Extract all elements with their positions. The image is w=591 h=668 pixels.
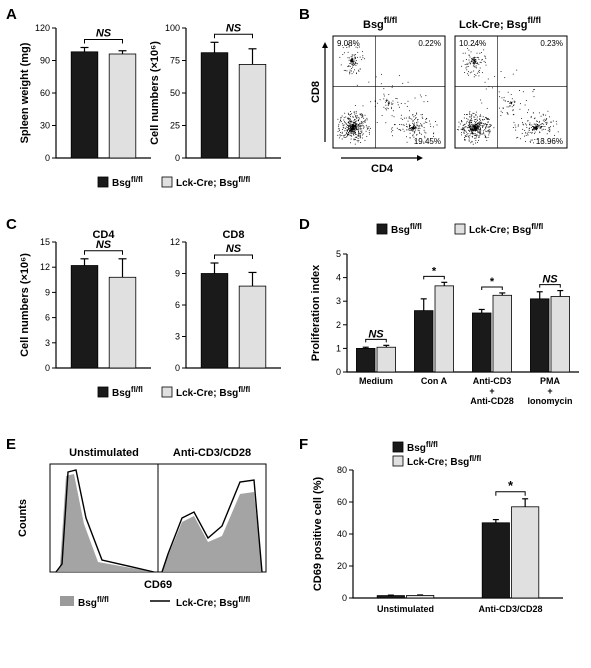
svg-text:Bsgfl/fl: Bsgfl/fl <box>112 385 143 400</box>
panel-B: B Bsgfl/fl Lck-Cre; Bsgfl/fl CD8 9.08% 0.22% 1… <box>301 8 591 208</box>
svg-text:Cell numbers (×10⁶): Cell numbers (×10⁶) <box>149 41 161 145</box>
svg-text:9: 9 <box>45 287 50 297</box>
svg-text:PMA: PMA <box>540 376 561 386</box>
svg-text:19.45%: 19.45% <box>414 137 441 146</box>
svg-text:Lck-Cre; Bsgfl/fl: Lck-Cre; Bsgfl/fl <box>407 454 481 469</box>
svg-text:Anti-CD3/CD28: Anti-CD3/CD28 <box>173 447 251 459</box>
panel-label-E: E <box>6 436 16 453</box>
svg-text:Ionomycin: Ionomycin <box>527 396 572 406</box>
svg-text:9.08%: 9.08% <box>337 39 360 48</box>
svg-text:Bsgfl/fl: Bsgfl/fl <box>112 175 143 190</box>
svg-text:Counts: Counts <box>17 499 29 537</box>
svg-text:Lck-Cre; Bsgfl/fl: Lck-Cre; Bsgfl/fl <box>176 175 250 190</box>
svg-text:Lck-Cre; Bsgfl/fl: Lck-Cre; Bsgfl/fl <box>459 15 541 31</box>
svg-text:15: 15 <box>40 237 50 247</box>
svg-text:Anti-CD28: Anti-CD28 <box>470 396 514 406</box>
svg-text:12: 12 <box>40 262 50 272</box>
svg-text:Anti-CD3: Anti-CD3 <box>473 376 512 386</box>
svg-text:10.24%: 10.24% <box>459 39 486 48</box>
svg-text:NS: NS <box>96 28 112 40</box>
svg-text:NS: NS <box>226 243 242 255</box>
panel-F: F 0 20 40 60 80 CD69 positive cell (%) Bsgfl/fl… <box>301 438 591 638</box>
svg-text:Unstimulated: Unstimulated <box>377 604 434 614</box>
panel-label-A: A <box>6 6 17 23</box>
panel-A: A 0 30 60 90 120 Spleen weight (mg) NS 0 25 50 75 10… <box>8 8 293 208</box>
svg-text:CD8: CD8 <box>310 81 322 103</box>
svg-text:60: 60 <box>337 497 347 507</box>
panel-D-svg: 0 1 2 3 4 5 Proliferation index Bsgfl/fl Lck-Cre… <box>301 218 591 428</box>
svg-text:CD4: CD4 <box>371 163 394 175</box>
svg-text:3: 3 <box>45 338 50 348</box>
svg-text:0: 0 <box>175 153 180 163</box>
svg-text:Proliferation index: Proliferation index <box>310 264 322 361</box>
panel-E-svg: Counts Unstimulated Anti-CD3/CD28 CD69 Bsgfl… <box>8 438 293 638</box>
svg-text:Bsgfl/fl: Bsgfl/fl <box>391 222 422 237</box>
panel-B-svg: Bsgfl/fl Lck-Cre; Bsgfl/fl CD8 9.08% 0.22% 19… <box>301 8 591 208</box>
svg-text:Anti-CD3/CD28: Anti-CD3/CD28 <box>478 604 542 614</box>
svg-text:6: 6 <box>175 300 180 310</box>
svg-text:NS: NS <box>542 274 558 286</box>
svg-text:*: * <box>432 265 437 277</box>
svg-text:*: * <box>490 276 495 288</box>
svg-text:9: 9 <box>175 269 180 279</box>
svg-text:75: 75 <box>170 56 180 66</box>
panel-C-svg: 03691215Cell numbers (×10⁶)NSCD4036912NS… <box>8 218 293 418</box>
svg-text:90: 90 <box>40 56 50 66</box>
svg-text:+: + <box>489 386 494 396</box>
panel-label-C: C <box>6 216 17 233</box>
svg-text:25: 25 <box>170 121 180 131</box>
svg-text:30: 30 <box>40 121 50 131</box>
svg-text:120: 120 <box>35 23 50 33</box>
svg-text:Bsgfl/fl: Bsgfl/fl <box>407 440 438 455</box>
svg-text:Lck-Cre; Bsgfl/fl: Lck-Cre; Bsgfl/fl <box>469 222 543 237</box>
svg-text:100: 100 <box>165 23 180 33</box>
svg-text:3: 3 <box>175 332 180 342</box>
svg-text:Bsgfl/fl: Bsgfl/fl <box>363 15 397 31</box>
panel-A-svg: 0 30 60 90 120 Spleen weight (mg) NS 0 25 50 75 100… <box>8 8 293 208</box>
svg-text:0: 0 <box>175 363 180 373</box>
panel-label-D: D <box>299 216 310 233</box>
svg-text:*: * <box>508 478 514 493</box>
svg-text:0: 0 <box>342 593 347 603</box>
panel-F-svg: 0 20 40 60 80 CD69 positive cell (%) Bsgfl/flL… <box>301 438 591 638</box>
svg-text:+: + <box>547 386 552 396</box>
panel-label-F: F <box>299 436 308 453</box>
svg-text:Con A: Con A <box>421 376 448 386</box>
panel-D: D 0 1 2 3 4 5 Proliferation index Bsgfl/fl Lck-Cr… <box>301 218 591 428</box>
svg-text:CD4: CD4 <box>92 229 115 241</box>
svg-text:13.96%: 13.96% <box>536 137 563 146</box>
svg-text:60: 60 <box>40 88 50 98</box>
svg-text:NS: NS <box>226 22 242 34</box>
svg-text:6: 6 <box>45 313 50 323</box>
svg-text:Lck-Cre; Bsgfl/fl: Lck-Cre; Bsgfl/fl <box>176 385 250 400</box>
svg-text:1: 1 <box>336 343 341 353</box>
svg-text:CD69: CD69 <box>144 579 172 591</box>
svg-text:Unstimulated: Unstimulated <box>69 447 139 459</box>
svg-text:4: 4 <box>336 273 341 283</box>
svg-text:Spleen weight (mg): Spleen weight (mg) <box>19 42 31 143</box>
svg-text:12: 12 <box>170 237 180 247</box>
svg-text:5: 5 <box>336 249 341 259</box>
svg-text:Cell numbers (×10⁶): Cell numbers (×10⁶) <box>19 253 31 357</box>
svg-text:CD8: CD8 <box>222 229 244 241</box>
svg-text:Lck-Cre; Bsgfl/fl: Lck-Cre; Bsgfl/fl <box>176 595 250 610</box>
panel-E: E Counts Unstimulated Anti-CD3/CD28 CD69 Bsgf… <box>8 438 293 638</box>
svg-text:0: 0 <box>336 367 341 377</box>
svg-text:0.23%: 0.23% <box>540 39 563 48</box>
svg-text:50: 50 <box>170 88 180 98</box>
svg-text:Medium: Medium <box>359 376 393 386</box>
svg-text:0: 0 <box>45 153 50 163</box>
panel-label-B: B <box>299 6 310 23</box>
svg-text:Bsgfl/fl: Bsgfl/fl <box>78 595 109 610</box>
svg-text:80: 80 <box>337 465 347 475</box>
svg-text:2: 2 <box>336 320 341 330</box>
svg-text:40: 40 <box>337 529 347 539</box>
svg-text:0.22%: 0.22% <box>418 39 441 48</box>
svg-text:20: 20 <box>337 561 347 571</box>
panel-C: C03691215Cell numbers (×10⁶)NSCD4036912N… <box>8 218 293 428</box>
svg-text:CD69 positive cell (%): CD69 positive cell (%) <box>312 477 324 592</box>
svg-text:0: 0 <box>45 363 50 373</box>
svg-text:NS: NS <box>368 328 384 340</box>
svg-text:3: 3 <box>336 296 341 306</box>
